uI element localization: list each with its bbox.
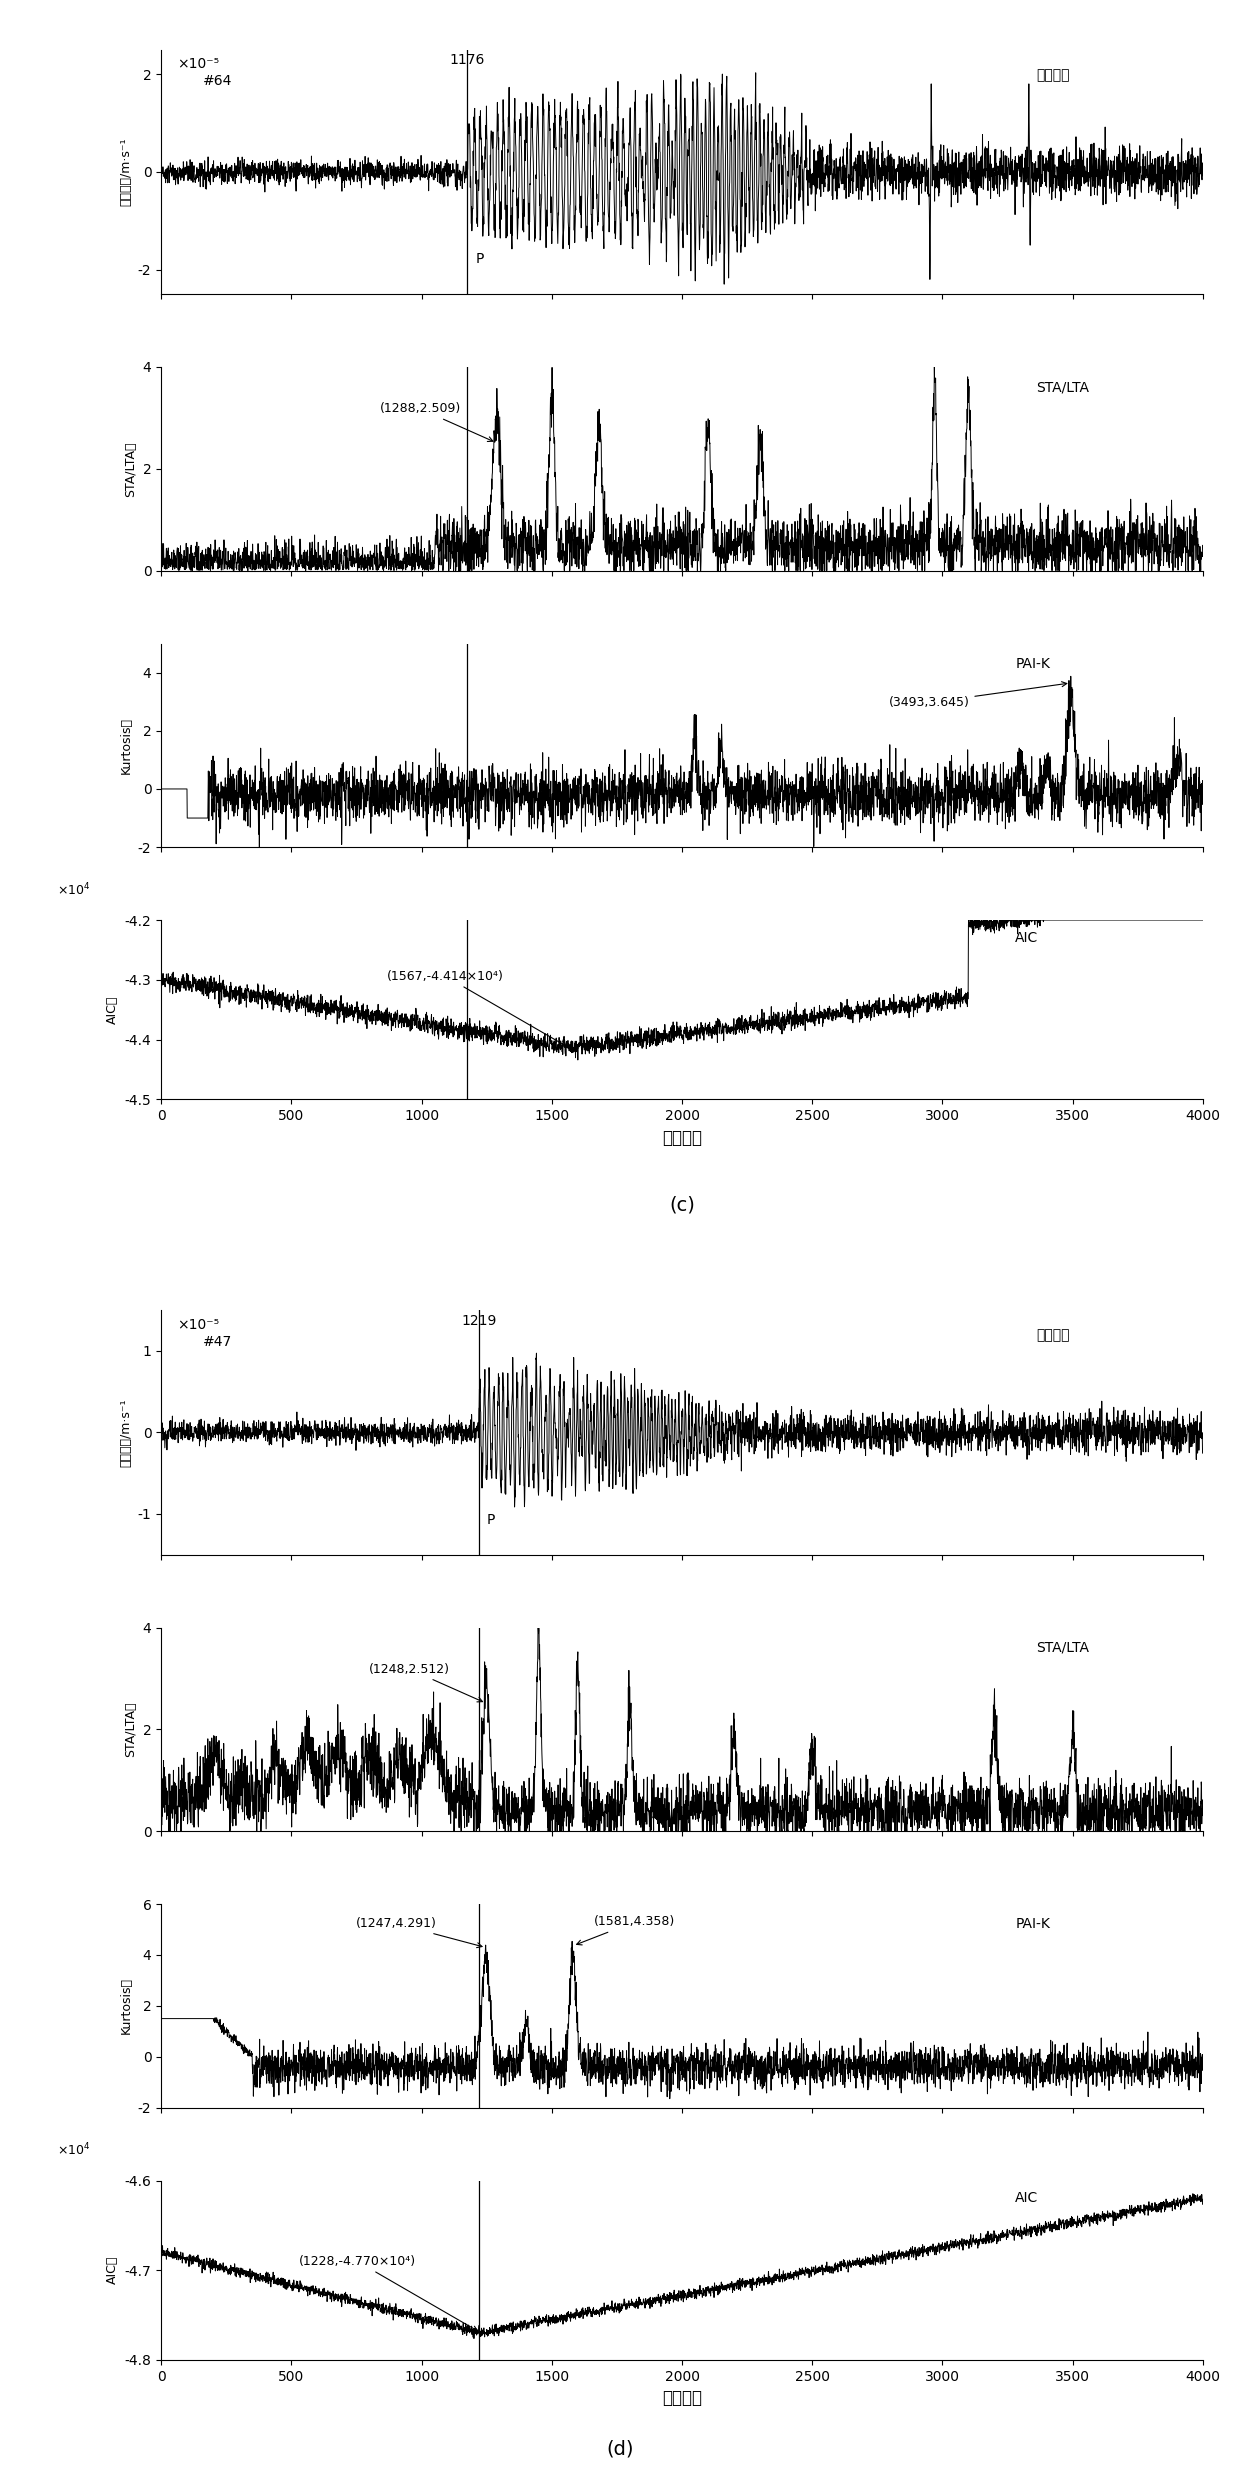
Y-axis label: 速度振幅/m·s⁻¹: 速度振幅/m·s⁻¹ xyxy=(119,1398,133,1466)
Text: (1288,2.509): (1288,2.509) xyxy=(379,402,494,442)
Text: (3493,3.645): (3493,3.645) xyxy=(889,681,1066,710)
Y-axis label: 速度振幅/m·s⁻¹: 速度振幅/m·s⁻¹ xyxy=(119,137,133,206)
Text: #47: #47 xyxy=(203,1334,232,1349)
Text: STA/LTA: STA/LTA xyxy=(1037,380,1089,395)
Text: ×10⁻⁵: ×10⁻⁵ xyxy=(177,57,219,72)
Text: (d): (d) xyxy=(606,2439,634,2459)
Y-axis label: STA/LTA値: STA/LTA値 xyxy=(124,1702,138,1756)
Text: P: P xyxy=(486,1513,495,1528)
Text: (c): (c) xyxy=(670,1195,694,1215)
Text: ×10⁻⁵: ×10⁻⁵ xyxy=(177,1317,219,1331)
X-axis label: 采样点数: 采样点数 xyxy=(662,2390,702,2407)
Text: 微震波形: 微震波形 xyxy=(1037,1329,1070,1341)
Text: (1581,4.358): (1581,4.358) xyxy=(577,1915,675,1945)
Y-axis label: AIC値: AIC値 xyxy=(107,996,119,1023)
Text: (1247,4.291): (1247,4.291) xyxy=(356,1918,482,1947)
Text: PAI-K: PAI-K xyxy=(1016,656,1050,671)
Text: AIC: AIC xyxy=(1016,2191,1039,2206)
Text: $\times 10^4$: $\times 10^4$ xyxy=(57,2141,91,2159)
Text: 1219: 1219 xyxy=(461,1314,496,1329)
Y-axis label: AIC値: AIC値 xyxy=(107,2255,119,2285)
Text: 1176: 1176 xyxy=(450,52,485,67)
Text: (1228,-4.770×10⁴): (1228,-4.770×10⁴) xyxy=(299,2255,477,2330)
Text: (1248,2.512): (1248,2.512) xyxy=(370,1662,482,1702)
Text: AIC: AIC xyxy=(1016,932,1039,944)
Text: STA/LTA: STA/LTA xyxy=(1037,1642,1089,1654)
Y-axis label: STA/LTA値: STA/LTA値 xyxy=(124,442,138,497)
Y-axis label: Kurtosis値: Kurtosis値 xyxy=(119,1977,133,2034)
Y-axis label: Kurtosis値: Kurtosis値 xyxy=(119,718,133,775)
X-axis label: 采样点数: 采样点数 xyxy=(662,1128,702,1148)
Text: $\times 10^4$: $\times 10^4$ xyxy=(57,882,91,897)
Text: 微震波形: 微震波形 xyxy=(1037,67,1070,82)
Text: P: P xyxy=(475,253,484,266)
Text: #64: #64 xyxy=(203,75,232,87)
Text: PAI-K: PAI-K xyxy=(1016,1918,1050,1933)
Text: (1567,-4.414×10⁴): (1567,-4.414×10⁴) xyxy=(387,969,565,1046)
